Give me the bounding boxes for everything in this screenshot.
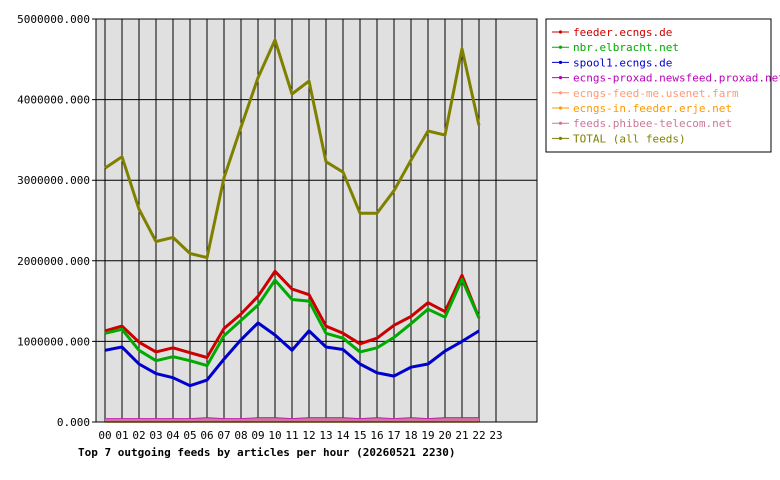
chart-title: Top 7 outgoing feeds by articles per hou… bbox=[78, 446, 456, 459]
plot-frame bbox=[95, 18, 538, 423]
legend-marker bbox=[558, 76, 563, 80]
legend: feeder.ecngs.de nbr.elbracht.net spool1.ec… bbox=[545, 18, 780, 153]
x-tick-label: 10 bbox=[268, 429, 281, 442]
legend-label: feeder.ecngs.de bbox=[573, 26, 672, 39]
y-tick-label: 4000000.000 bbox=[17, 94, 90, 107]
legend-marker bbox=[558, 106, 563, 110]
series-line bbox=[104, 269, 481, 359]
legend-label: nbr.elbracht.net bbox=[573, 41, 679, 54]
x-tick-label: 19 bbox=[421, 429, 434, 442]
x-tick-label: 09 bbox=[251, 429, 264, 442]
x-tick-label: 07 bbox=[217, 429, 230, 442]
plot-background bbox=[96, 19, 537, 422]
legend-label: spool1.ecngs.de bbox=[573, 56, 672, 69]
legend-label: ecngs-in.feeder.erje.net bbox=[573, 102, 732, 115]
y-tick-label: 5000000.000 bbox=[17, 13, 90, 26]
legend-label: ecngs-proxad.newsfeed.proxad.net bbox=[573, 72, 780, 85]
series-line bbox=[105, 418, 479, 422]
x-tick-label: 13 bbox=[319, 429, 332, 442]
x-tick-label: 08 bbox=[234, 429, 247, 442]
x-tick-label: 04 bbox=[166, 429, 180, 442]
x-tick-label: 00 bbox=[98, 429, 111, 442]
x-tick-label: 22 bbox=[472, 429, 485, 442]
x-tick-label: 11 bbox=[285, 429, 298, 442]
legend-box bbox=[545, 18, 772, 153]
x-tick-label: 21 bbox=[455, 429, 468, 442]
x-axis-ticks: 00 01 02 03 04 05 06 07 08 09 10 11 12 13 14 15 16 17 18 19… bbox=[98, 429, 502, 442]
x-tick-label: 02 bbox=[132, 429, 145, 442]
y-tick-label: 1000000.000 bbox=[17, 335, 90, 348]
series-line bbox=[104, 277, 481, 368]
legend-marker bbox=[558, 30, 563, 34]
x-tick-label: 03 bbox=[149, 429, 162, 442]
y-tick-label: 0.000 bbox=[57, 416, 90, 429]
x-tick-label: 01 bbox=[115, 429, 128, 442]
y-tick-label: 2000000.000 bbox=[17, 255, 90, 268]
x-tick-label: 20 bbox=[438, 429, 451, 442]
y-axis-ticks: 0.000 1000000.000 2000000.000 3000000.000 40… bbox=[17, 13, 90, 429]
legend-marker bbox=[558, 136, 563, 140]
x-tick-label: 23 bbox=[489, 429, 502, 442]
x-tick-label: 17 bbox=[387, 429, 400, 442]
x-tick-label: 05 bbox=[183, 429, 196, 442]
legend-label: ecngs-feed-me.usenet.farm bbox=[573, 87, 739, 100]
legend-marker bbox=[558, 45, 563, 49]
series-line bbox=[104, 38, 481, 260]
y-tick-label: 3000000.000 bbox=[17, 174, 90, 187]
legend-label: feeds.phibee-telecom.net bbox=[573, 117, 732, 130]
legend-marker bbox=[558, 91, 563, 95]
legend-label: TOTAL (all feeds) bbox=[573, 132, 686, 145]
x-tick-label: 18 bbox=[404, 429, 417, 442]
x-tick-label: 12 bbox=[302, 429, 315, 442]
x-tick-label: 15 bbox=[353, 429, 366, 442]
x-tick-label: 06 bbox=[200, 429, 213, 442]
legend-marker bbox=[558, 121, 563, 125]
series-lines bbox=[104, 38, 481, 423]
x-tick-label: 16 bbox=[370, 429, 383, 442]
legend-marker bbox=[558, 60, 563, 64]
series-line bbox=[104, 321, 480, 388]
x-tick-label: 14 bbox=[336, 429, 350, 442]
